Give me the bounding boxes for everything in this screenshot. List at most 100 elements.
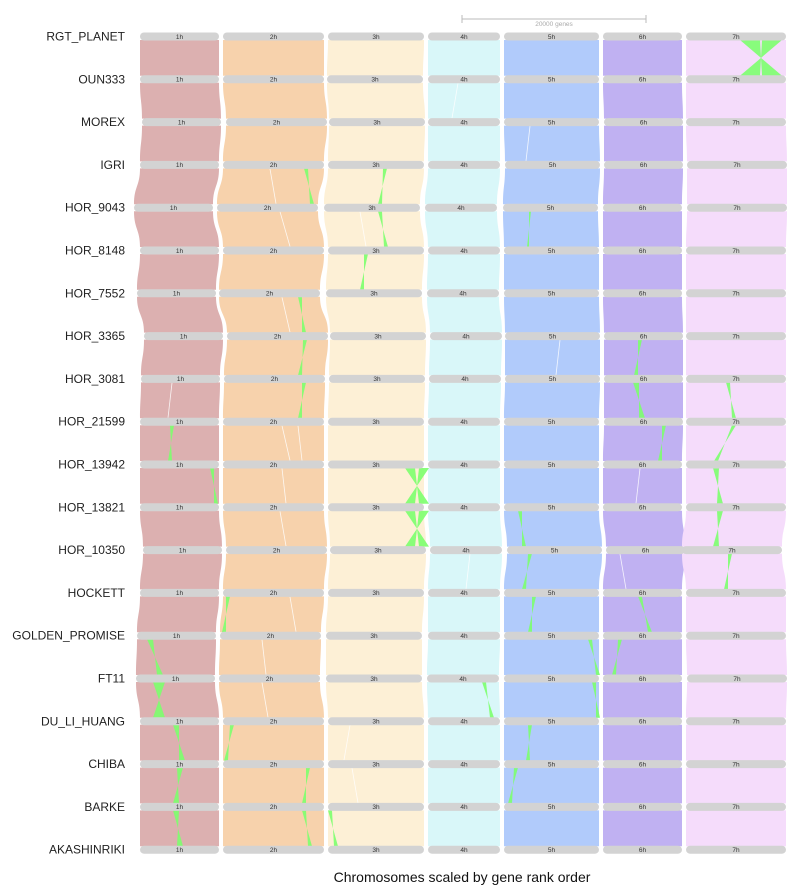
inversion-ribbons	[147, 40, 782, 847]
braid-BARKE-to-AKASHINRIKI-chr-5h	[504, 810, 599, 847]
chromosome-label-HOR_3365-6h: 6h	[640, 333, 648, 340]
chromosome-label-BARKE-4h: 4h	[460, 804, 468, 811]
braid-IGRI-to-HOR_9043-chr-3h	[324, 168, 424, 205]
chromosome-bar-HOR_21599-1h	[140, 417, 219, 426]
chromosome-bar-MOREX-3h	[329, 118, 425, 127]
chromosome-label-HOR_13821-4h: 4h	[460, 505, 468, 512]
chromosome-label-DU_LI_HUANG-6h: 6h	[639, 719, 647, 726]
chromosome-bar-HOR_7552-4h	[427, 289, 499, 298]
braid-streak-0	[269, 168, 277, 204]
chromosome-bar-HOR_8148-1h	[140, 246, 219, 255]
chromosome-label-BARKE-5h: 5h	[548, 804, 556, 811]
braid-OUN333-to-MOREX-chr-1h	[140, 82, 221, 119]
braid-MOREX-to-IGRI-chr-6h	[604, 125, 683, 162]
braid-HOR_9043-to-HOR_8148-chr-4h	[425, 211, 500, 247]
chromosome-label-AKASHINRIKI-1h: 1h	[176, 847, 184, 854]
chromosome-label-HOR_7552-5h: 5h	[548, 291, 556, 298]
chromosome-label-GOLDEN_PROMISE-6h: 6h	[639, 633, 647, 640]
chromosome-bar-OUN333-2h	[223, 75, 324, 84]
chromosome-label-HOR_21599-1h: 1h	[176, 419, 184, 426]
braid-OUN333-to-MOREX-chr-5h	[504, 82, 599, 119]
inversion-ribbon-2-chr-2h	[304, 168, 314, 205]
chromosome-bar-HOR_13942-3h	[328, 460, 424, 469]
chromosome-bar-CHIBA-2h	[223, 760, 324, 769]
chromosome-bar-HOR_8148-6h	[603, 246, 682, 255]
inversion-ribbon-9-chr-6h	[634, 339, 642, 376]
chromosome-label-IGRI-2h: 2h	[270, 162, 278, 169]
braid-FT11-to-DU_LI_HUANG-chr-7h	[686, 682, 787, 718]
braid-HOR_7552-to-HOR_3365-chr-7h	[686, 296, 786, 333]
genome-label-HOR_8148: HOR_8148	[65, 244, 125, 258]
braid-HOCKETT-to-GOLDEN_PROMISE-chr-4h	[428, 596, 500, 633]
chromosome-bar-HOR_7552-6h	[603, 289, 682, 298]
chromosome-label-HOR_9043-1h: 1h	[170, 205, 178, 212]
chromosome-label-HOR_3365-7h: 7h	[732, 333, 740, 340]
chromosome-bar-MOREX-7h	[686, 118, 786, 127]
chromosome-bar-HOR_13942-6h	[603, 460, 682, 469]
chromosome-bar-HOR_7552-2h	[219, 289, 320, 298]
chromosome-bar-FT11-6h	[603, 674, 682, 683]
braid-streak-16	[525, 126, 531, 161]
braid-HOR_13942-to-HOR_13821-chr-7h	[686, 468, 786, 504]
chromosome-label-IGRI-7h: 7h	[733, 162, 741, 169]
inversion-ribbon-42-chr-1h	[173, 810, 183, 847]
chromosome-label-DU_LI_HUANG-1h: 1h	[176, 719, 184, 726]
chromosome-bar-HOR_9043-7h	[687, 203, 787, 212]
braid-HOR_8148-to-HOR_7552-chr-2h	[219, 254, 324, 290]
braid-HOR_3365-to-HOR_3081-chr-2h	[224, 339, 328, 376]
chromosome-bar-CHIBA-1h	[140, 760, 219, 769]
chromosome-bar-HOR_8148-3h	[328, 246, 424, 255]
braid-HOR_3365-to-HOR_3081-chr-1h	[141, 339, 223, 376]
chromosome-bar-HOR_13821-1h	[140, 503, 219, 512]
chromosome-label-HOR_3365-1h: 1h	[180, 333, 188, 340]
chromosome-bars: 1h 2h 3h 4h 5h 6h 7h 1h 2h 3h 4h 5h 6h 7h 1h 2h 3h 4h 5h 6h…	[134, 32, 787, 854]
inversion-ribbon-10-chr-2h	[298, 382, 306, 419]
braid-HOR_21599-to-HOR_13942-chr-1h	[140, 425, 219, 461]
chromosome-bar-AKASHINRIKI-3h	[328, 845, 424, 854]
braid-FT11-to-DU_LI_HUANG-chr-3h	[326, 682, 424, 718]
chromosome-label-FT11-4h: 4h	[459, 676, 467, 683]
braid-HOCKETT-to-GOLDEN_PROMISE-chr-3h	[326, 596, 424, 633]
inversion-ribbon-12-chr-7h	[726, 382, 736, 419]
x-axis-label: Chromosomes scaled by gene rank order	[334, 869, 591, 885]
chromosome-label-HOR_10350-4h: 4h	[462, 547, 470, 554]
genome-label-CHIBA: CHIBA	[88, 757, 125, 771]
chromosome-bar-HOR_8148-7h	[686, 246, 786, 255]
chromosome-label-HOR_9043-6h: 6h	[639, 205, 647, 212]
chromosome-label-HOR_13821-7h: 7h	[732, 505, 740, 512]
genome-label-HOR_13821: HOR_13821	[58, 500, 125, 514]
chromosome-bar-MOREX-6h	[604, 118, 683, 127]
chromosome-label-RGT_PLANET-6h: 6h	[639, 34, 647, 41]
inversion-ribbon-25-chr-7h	[724, 553, 732, 590]
chromosome-label-HOR_3365-4h: 4h	[462, 333, 470, 340]
chromosome-label-CHIBA-5h: 5h	[548, 761, 556, 768]
braid-MOREX-to-IGRI-chr-2h	[223, 125, 327, 162]
braid-HOR_10350-to-HOCKETT-chr-3h	[328, 553, 426, 590]
chromosome-bar-BARKE-1h	[140, 802, 219, 811]
genome-label-AKASHINRIKI: AKASHINRIKI	[49, 843, 125, 857]
chromosome-bar-AKASHINRIKI-1h	[140, 845, 219, 854]
synteny-braids	[134, 40, 787, 847]
chromosome-bar-RGT_PLANET-2h	[223, 32, 324, 41]
braid-HOR_3365-to-HOR_3081-chr-3h	[329, 339, 426, 376]
chromosome-label-OUN333-4h: 4h	[460, 77, 468, 84]
chromosome-label-HOR_7552-3h: 3h	[370, 291, 378, 298]
chromosome-label-HOR_3081-1h: 1h	[177, 376, 185, 383]
braid-streak-8	[279, 511, 287, 547]
braid-BARKE-to-AKASHINRIKI-chr-2h	[223, 810, 324, 847]
chromosome-bar-HOR_21599-6h	[604, 417, 683, 426]
chromosome-bar-OUN333-5h	[504, 75, 599, 84]
braid-IGRI-to-HOR_9043-chr-2h	[217, 168, 324, 205]
chromosome-label-HOR_9043-5h: 5h	[547, 205, 555, 212]
braid-HOR_3081-to-HOR_21599-chr-4h	[428, 382, 501, 419]
chromosome-bar-IGRI-2h	[223, 160, 324, 169]
braid-HOR_9043-to-HOR_8148-chr-7h	[686, 211, 787, 247]
braid-HOR_3365-to-HOR_3081-chr-4h	[429, 339, 502, 376]
braid-HOR_3081-to-HOR_21599-chr-2h	[223, 382, 325, 419]
inversion-ribbon-40-chr-2h	[302, 767, 310, 804]
chromosome-bar-OUN333-6h	[603, 75, 682, 84]
braid-HOR_8148-to-HOR_7552-chr-3h	[326, 254, 424, 290]
chromosome-bar-FT11-1h	[136, 674, 215, 683]
braid-HOR_13821-to-HOR_10350-chr-3h	[328, 510, 426, 547]
chromosome-bar-HOR_21599-4h	[428, 417, 500, 426]
